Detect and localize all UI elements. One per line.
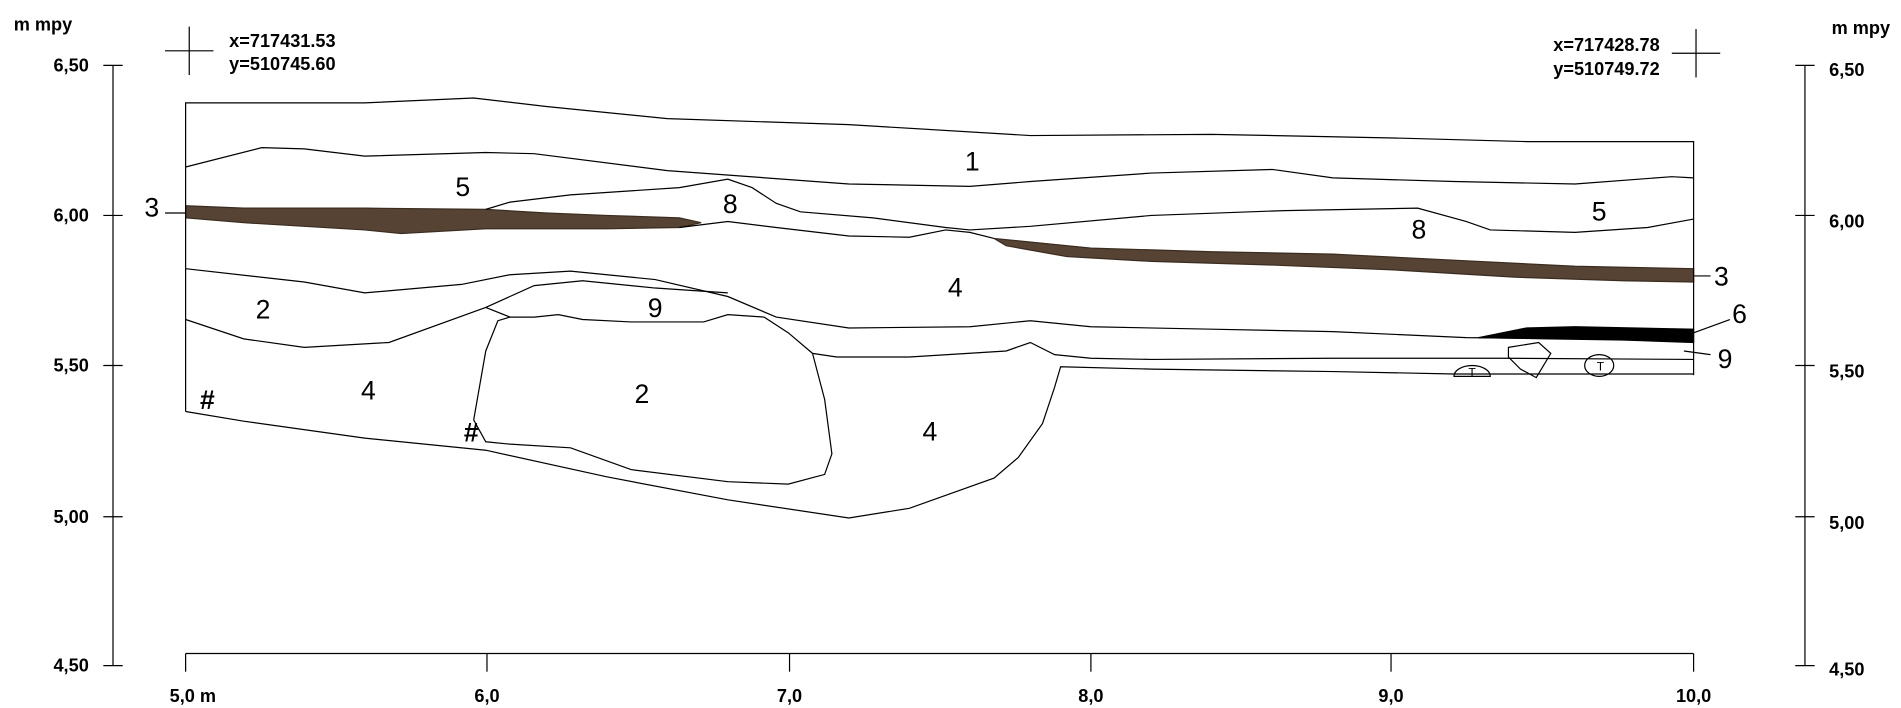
axis-unit: m mpy (1832, 18, 1890, 38)
coordinate-marks: x=717431.53 y=510745.60 x=717428.78 y=51… (165, 26, 1721, 79)
coord-x: x=717431.53 (229, 31, 335, 51)
layer-label: 3 (1714, 262, 1729, 292)
left-axis: m mpy 6,50 6,00 5,50 5,00 4,50 (14, 14, 123, 676)
axis-unit: m mpy (14, 14, 72, 34)
layer-label: 1 (965, 147, 980, 177)
layer-line (185, 147, 1694, 187)
stone (1507, 341, 1552, 379)
coord-y: y=510749.72 (1553, 59, 1659, 79)
layer-label: 2 (634, 379, 649, 409)
layer-label: 4 (923, 417, 938, 447)
layer-line (485, 178, 1694, 233)
layer-labels: 1 5 3 8 8 5 4 3 2 9 6 9 # 4 2 # 4 T T (144, 147, 1747, 448)
layer-label: 9 (1718, 344, 1733, 374)
stone (1584, 354, 1615, 377)
layer-line (679, 220, 995, 240)
layer-3-right (993, 237, 1695, 283)
tick-label: 6,50 (1829, 60, 1864, 80)
coord-y: y=510745.60 (229, 54, 335, 74)
layer-label: 6 (1732, 299, 1747, 329)
tick-label: 4,50 (1829, 659, 1864, 679)
tick-label: 6,0 (474, 686, 499, 706)
coord-x: x=717428.78 (1553, 35, 1659, 55)
tick-label: 9,0 (1378, 686, 1403, 706)
section-layers (165, 97, 1731, 519)
layer-label: 9 (648, 293, 663, 323)
stone (1453, 364, 1491, 377)
tick-label: 5,0 m (170, 686, 216, 706)
layer-line (473, 353, 833, 485)
right-axis: m mpy 6,50 6,00 5,50 5,00 4,50 (1795, 18, 1890, 679)
layer-label: 5 (455, 172, 470, 202)
tick-label: 10,0 (1676, 686, 1711, 706)
layer-label: 8 (1411, 214, 1426, 244)
layer-line (185, 366, 1694, 519)
layer-line (473, 316, 511, 421)
tick-label: 7,0 (777, 686, 802, 706)
layer-label: 2 (256, 294, 271, 324)
layer-line (185, 268, 1694, 341)
tick-label: 5,50 (1829, 362, 1864, 382)
layer-label: # (200, 385, 215, 415)
layer-3-left (185, 205, 702, 235)
tick-label: 4,50 (53, 656, 88, 676)
tick-label: 5,00 (1829, 513, 1864, 533)
tick-label: 6,50 (53, 55, 88, 75)
layer-label: # (464, 418, 479, 448)
tick-label: 6,00 (53, 205, 88, 225)
bottom-axis: 5,0 m 6,0 7,0 8,0 9,0 10,0 (170, 652, 1711, 706)
layer-label: 4 (948, 273, 963, 303)
layer-label: 4 (361, 375, 376, 405)
layer-label: 5 (1592, 196, 1607, 226)
section-edge (185, 97, 1695, 412)
layer-label: 8 (723, 189, 738, 219)
tick-label: 8,0 (1078, 686, 1103, 706)
tick-label: 6,00 (1829, 212, 1864, 232)
tick-label: 5,00 (53, 507, 88, 527)
tick-label: 5,50 (53, 356, 88, 376)
layer-label: 3 (144, 193, 159, 223)
layer-label: T (1597, 359, 1605, 373)
layer-label: T (1468, 365, 1476, 379)
